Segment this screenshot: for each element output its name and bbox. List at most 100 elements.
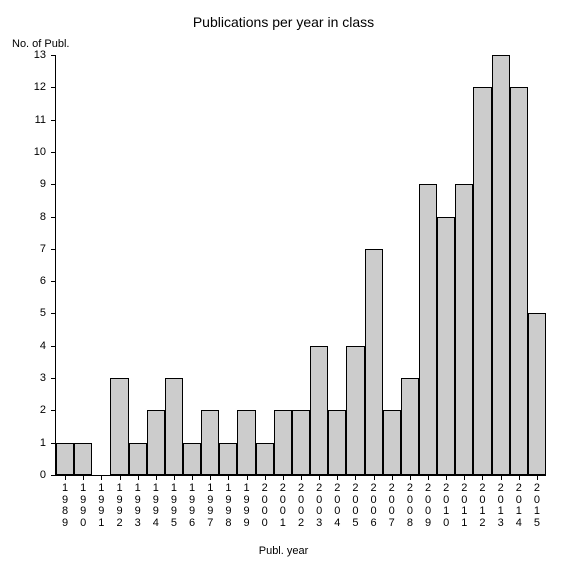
bar: [237, 410, 255, 475]
xtick-label: 2 0 1 4: [514, 483, 524, 529]
ytick-label: 9: [40, 178, 46, 190]
xtick-label: 2 0 0 2: [296, 483, 306, 529]
ytick-mark: [51, 55, 56, 56]
xtick-label: 1 9 9 8: [223, 483, 233, 529]
xtick-label: 2 0 1 2: [477, 483, 487, 529]
ytick-mark: [51, 184, 56, 185]
ytick-mark: [51, 313, 56, 314]
xtick-label: 1 9 9 4: [151, 483, 161, 529]
xtick-label: 1 9 9 7: [205, 483, 215, 529]
xtick-mark: [337, 475, 338, 480]
xtick-label: 2 0 0 6: [369, 483, 379, 529]
xtick-label: 1 9 9 5: [169, 483, 179, 529]
bar: [310, 346, 328, 475]
ytick-label: 4: [40, 340, 46, 352]
xtick-mark: [537, 475, 538, 480]
bar: [110, 378, 128, 475]
bar: [419, 184, 437, 475]
xtick-label: 2 0 0 7: [387, 483, 397, 529]
xtick-mark: [428, 475, 429, 480]
xtick-label: 1 9 9 1: [96, 483, 106, 529]
bar: [455, 184, 473, 475]
bar: [292, 410, 310, 475]
xtick-mark: [355, 475, 356, 480]
xtick-mark: [501, 475, 502, 480]
xtick-mark: [265, 475, 266, 480]
ytick-label: 5: [40, 307, 46, 319]
ytick-label: 10: [34, 146, 46, 158]
xtick-label: 2 0 1 1: [459, 483, 469, 529]
xtick-mark: [228, 475, 229, 480]
xtick-label: 2 0 0 5: [350, 483, 360, 529]
bar: [147, 410, 165, 475]
xtick-mark: [392, 475, 393, 480]
xtick-mark: [283, 475, 284, 480]
bar: [383, 410, 401, 475]
bar: [346, 346, 364, 475]
xtick-label: 2 0 1 5: [532, 483, 542, 529]
bar: [528, 313, 546, 475]
bar: [183, 443, 201, 475]
bar: [473, 87, 491, 475]
bar: [201, 410, 219, 475]
xtick-mark: [156, 475, 157, 480]
xtick-mark: [446, 475, 447, 480]
xtick-label: 1 9 9 6: [187, 483, 197, 529]
ytick-mark: [51, 475, 56, 476]
xtick-mark: [519, 475, 520, 480]
bar: [274, 410, 292, 475]
ytick-label: 12: [34, 81, 46, 93]
xtick-label: 1 9 8 9: [60, 483, 70, 529]
xtick-mark: [101, 475, 102, 480]
ytick-label: 0: [40, 469, 46, 481]
ytick-mark: [51, 346, 56, 347]
xtick-mark: [247, 475, 248, 480]
xtick-mark: [65, 475, 66, 480]
bar: [256, 443, 274, 475]
ytick-label: 11: [35, 114, 46, 126]
ytick-mark: [51, 120, 56, 121]
xtick-mark: [83, 475, 84, 480]
xtick-mark: [301, 475, 302, 480]
xtick-label: 1 9 9 3: [133, 483, 143, 529]
bar: [401, 378, 419, 475]
xtick-label: 1 9 9 9: [242, 483, 252, 529]
ytick-label: 3: [40, 372, 46, 384]
xtick-mark: [374, 475, 375, 480]
ytick-label: 2: [40, 404, 46, 416]
bar: [492, 55, 510, 475]
xtick-mark: [319, 475, 320, 480]
xtick-label: 2 0 0 3: [314, 483, 324, 529]
ytick-label: 7: [40, 243, 46, 255]
chart-title: Publications per year in class: [0, 14, 567, 30]
ytick-label: 6: [40, 275, 46, 287]
chart-container: Publications per year in class No. of Pu…: [0, 0, 567, 567]
ytick-mark: [51, 281, 56, 282]
bar: [219, 443, 237, 475]
xtick-mark: [120, 475, 121, 480]
ytick-mark: [51, 217, 56, 218]
xtick-label: 2 0 1 0: [441, 483, 451, 529]
bar: [74, 443, 92, 475]
x-axis-label: Publ. year: [0, 545, 567, 557]
bar: [328, 410, 346, 475]
ytick-label: 8: [40, 211, 46, 223]
xtick-label: 2 0 0 8: [405, 483, 415, 529]
ytick-label: 13: [34, 49, 46, 61]
xtick-label: 1 9 9 0: [78, 483, 88, 529]
xtick-label: 1 9 9 2: [115, 483, 125, 529]
xtick-label: 2 0 0 4: [332, 483, 342, 529]
plot-area: 0123456789101112131 9 8 91 9 9 01 9 9 11…: [55, 55, 546, 476]
ytick-mark: [51, 378, 56, 379]
ytick-mark: [51, 87, 56, 88]
ytick-mark: [51, 152, 56, 153]
ytick-mark: [51, 410, 56, 411]
xtick-mark: [210, 475, 211, 480]
bar: [129, 443, 147, 475]
xtick-mark: [192, 475, 193, 480]
xtick-label: 2 0 0 9: [423, 483, 433, 529]
ytick-label: 1: [40, 437, 46, 449]
bar: [510, 87, 528, 475]
xtick-label: 2 0 1 3: [496, 483, 506, 529]
xtick-label: 2 0 0 1: [278, 483, 288, 529]
